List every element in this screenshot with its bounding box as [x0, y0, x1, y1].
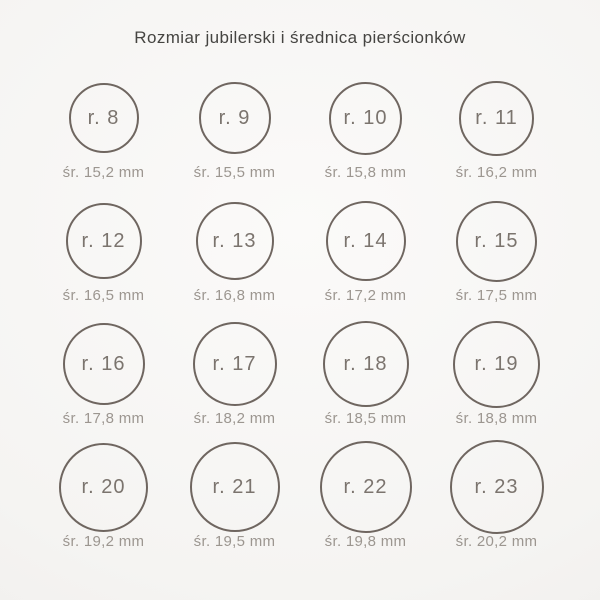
ring-diameter-label: śr. 16,5 mm [62, 287, 145, 304]
ring-diameter-label: śr. 18,5 mm [324, 410, 407, 427]
ring-size-label: r. 10 [343, 106, 388, 129]
ring-circle: r. 22 [319, 441, 412, 533]
ring-circle: r. 21 [189, 442, 280, 532]
ring-cell: r. 14 śr. 17,2 mm [300, 194, 431, 317]
ring-circle: r. 17 [192, 322, 277, 406]
ring-size-label: r. 16 [81, 352, 126, 375]
ring-cell: r. 10 śr. 15,8 mm [300, 71, 431, 194]
ring-diameter-label: śr. 16,8 mm [193, 287, 276, 304]
ring-cell: r. 13 śr. 16,8 mm [169, 194, 300, 317]
ring-size-label: r. 22 [343, 475, 388, 498]
ring-size-label: r. 9 [218, 106, 251, 129]
ring-size-label: r. 14 [343, 229, 388, 252]
ring-cell: r. 19 śr. 18,8 mm [431, 317, 562, 440]
ring-cell: r. 11 śr. 16,2 mm [431, 71, 562, 194]
ring-circle-area: r. 8 [68, 71, 139, 165]
ring-diameter-label: śr. 17,5 mm [455, 287, 538, 304]
ring-size-label: r. 13 [212, 229, 257, 252]
ring-circle: r. 10 [329, 81, 402, 155]
ring-diameter-label: śr. 15,8 mm [324, 164, 407, 181]
ring-circle-area: r. 20 [59, 440, 148, 534]
ring-size-label: r. 20 [81, 475, 126, 498]
ring-circle: r. 16 [62, 323, 145, 405]
ring-cell: r. 8 śr. 15,2 mm [38, 71, 169, 194]
ring-cell: r. 22 śr. 19,8 mm [300, 440, 431, 563]
ring-circle-area: r. 19 [453, 317, 540, 411]
page-title: Rozmiar jubilerski i średnica pierścionk… [134, 28, 466, 47]
ring-cell: r. 12 śr. 16,5 mm [38, 194, 169, 317]
ring-diameter-label: śr. 17,2 mm [324, 287, 407, 304]
ring-size-label: r. 21 [212, 475, 257, 498]
ring-size-label: r. 18 [343, 352, 388, 375]
ring-size-label: r. 17 [212, 352, 257, 375]
ring-size-label: r. 11 [475, 106, 518, 129]
ring-circle: r. 20 [59, 442, 148, 532]
ring-circle-area: r. 17 [192, 317, 277, 411]
ring-diameter-label: śr. 19,5 mm [193, 533, 276, 550]
ring-diameter-label: śr. 15,5 mm [193, 164, 276, 181]
ring-size-label: r. 15 [474, 229, 519, 252]
ring-diameter-label: śr. 19,8 mm [324, 533, 407, 550]
ring-circle: r. 11 [459, 80, 534, 156]
ring-circle: r. 13 [195, 202, 274, 280]
ring-circle: r. 15 [456, 200, 537, 282]
ring-circle-area: r. 18 [322, 317, 409, 411]
ring-cell: r. 23 śr. 20,2 mm [431, 440, 562, 563]
ring-diameter-label: śr. 20,2 mm [455, 533, 538, 550]
ring-circle: r. 8 [68, 83, 139, 153]
ring-circle-area: r. 9 [198, 71, 271, 165]
ring-circle-area: r. 15 [456, 194, 537, 288]
ring-size-label: r. 23 [474, 475, 519, 498]
ring-diameter-label: śr. 16,2 mm [455, 164, 538, 181]
ring-diameter-label: śr. 17,8 mm [62, 410, 145, 427]
ring-diameter-label: śr. 15,2 mm [62, 164, 145, 181]
ring-diameter-label: śr. 18,8 mm [455, 410, 538, 427]
ring-circle-area: r. 14 [325, 194, 406, 288]
ring-cell: r. 20 śr. 19,2 mm [38, 440, 169, 563]
ring-diameter-label: śr. 19,2 mm [62, 533, 145, 550]
ring-circle-area: r. 11 [459, 71, 534, 165]
ring-circle: r. 23 [449, 440, 544, 534]
ring-diameter-label: śr. 18,2 mm [193, 410, 276, 427]
ring-circle-area: r. 16 [62, 317, 145, 411]
ring-cell: r. 16 śr. 17,8 mm [38, 317, 169, 440]
ring-circle-area: r. 21 [189, 440, 280, 534]
ring-circle: r. 12 [65, 203, 142, 279]
ring-cell: r. 21 śr. 19,5 mm [169, 440, 300, 563]
ring-cell: r. 17 śr. 18,2 mm [169, 317, 300, 440]
ring-size-grid: r. 8 śr. 15,2 mm r. 9 śr. 15,5 mm r. 10 … [38, 71, 562, 563]
ring-circle-area: r. 10 [329, 71, 402, 165]
ring-size-label: r. 19 [474, 352, 519, 375]
ring-size-label: r. 8 [87, 106, 120, 129]
ring-circle-area: r. 23 [449, 440, 544, 534]
ring-circle-area: r. 22 [319, 440, 412, 534]
ring-circle-area: r. 13 [195, 194, 274, 288]
ring-size-label: r. 12 [81, 229, 126, 252]
ring-cell: r. 18 śr. 18,5 mm [300, 317, 431, 440]
ring-cell: r. 15 śr. 17,5 mm [431, 194, 562, 317]
ring-circle: r. 19 [453, 320, 540, 408]
ring-cell: r. 9 śr. 15,5 mm [169, 71, 300, 194]
ring-circle: r. 18 [322, 321, 409, 407]
ring-circle-area: r. 12 [65, 194, 142, 288]
ring-circle: r. 9 [198, 82, 271, 154]
ring-circle: r. 14 [325, 201, 406, 281]
